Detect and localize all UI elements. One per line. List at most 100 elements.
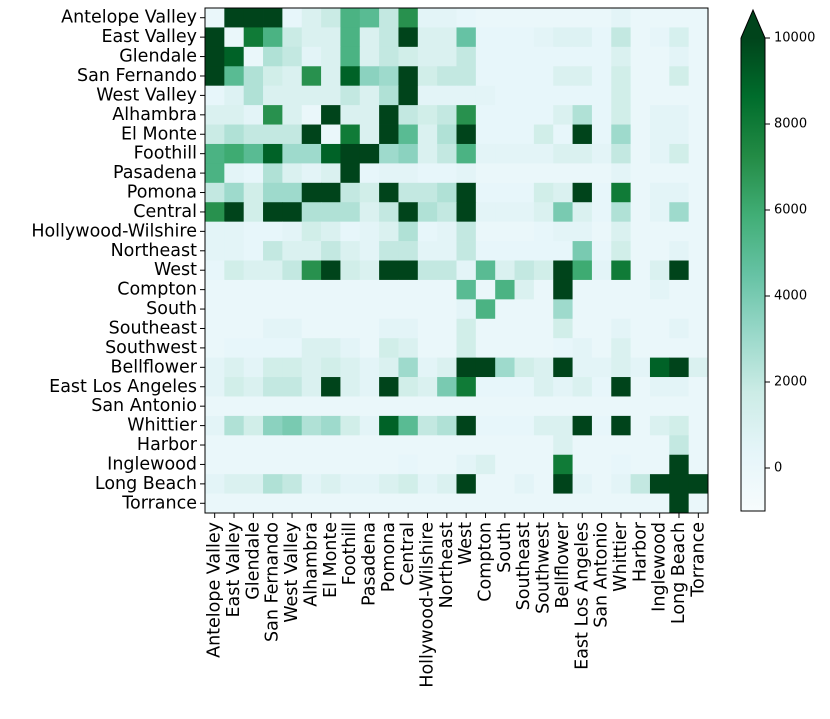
heatmap-cell (263, 415, 283, 436)
heatmap-cell (224, 163, 245, 184)
heatmap-cell (495, 474, 515, 494)
heatmap-cell (243, 105, 264, 125)
heatmap-cell (611, 241, 632, 261)
heatmap-cell (553, 415, 573, 436)
heatmap-cell (649, 46, 670, 67)
heatmap-cell (572, 163, 593, 184)
heatmap-cell (321, 435, 341, 456)
heatmap-cell (379, 46, 399, 67)
heatmap-cell (669, 260, 690, 281)
heatmap-cell (282, 318, 303, 339)
heatmap-cell (359, 105, 380, 125)
heatmap-cell (572, 85, 593, 106)
heatmap-cell (243, 8, 264, 28)
colorbar-tick-label: 4000 (774, 289, 807, 304)
heatmap-cell (205, 182, 225, 203)
heatmap-cell (649, 493, 670, 514)
heatmap-cell (475, 260, 496, 281)
heatmap-cell (243, 163, 264, 184)
heatmap-cell (359, 454, 380, 475)
heatmap-cell (437, 435, 457, 456)
heatmap-cell (263, 182, 283, 203)
heatmap-cell (630, 260, 651, 281)
heatmap-cell (205, 415, 225, 436)
heatmap-cell (456, 454, 477, 475)
heatmap-cell (611, 260, 632, 281)
heatmap-cell (688, 454, 709, 475)
heatmap-cell (553, 299, 573, 320)
heatmap-cell (611, 377, 632, 397)
heatmap-cell (514, 143, 535, 164)
heatmap-cell (553, 474, 573, 494)
column-label: Central (398, 522, 418, 586)
heatmap-cell (263, 143, 283, 164)
heatmap-cell (321, 105, 341, 125)
heatmap-cell (398, 260, 419, 281)
heatmap-cell (340, 357, 361, 378)
heatmap-cell (514, 46, 535, 67)
heatmap-cell (553, 338, 573, 359)
heatmap-cell (359, 415, 380, 436)
heatmap-cell (611, 85, 632, 106)
heatmap-cell (340, 338, 361, 359)
heatmap-cell (398, 279, 419, 300)
column-label: Southwest (534, 522, 554, 614)
heatmap-cell (398, 396, 419, 417)
heatmap-cell (591, 221, 612, 242)
heatmap-cell (630, 454, 651, 475)
heatmap-cell (572, 8, 593, 28)
heatmap-cell (553, 357, 573, 378)
heatmap-cell (379, 474, 399, 494)
heatmap-cell (553, 182, 573, 203)
heatmap-cell (417, 338, 438, 359)
heatmap-cell (495, 415, 515, 436)
heatmap-cell (495, 8, 515, 28)
heatmap-cell (224, 124, 245, 145)
heatmap-cell (475, 415, 496, 436)
heatmap-cell (398, 202, 419, 223)
heatmap-cell (456, 66, 477, 87)
heatmap-cell (533, 357, 554, 378)
heatmap-cell (533, 202, 554, 223)
heatmap-cell (572, 415, 593, 436)
heatmap-cell (649, 377, 670, 397)
column-label: West (456, 522, 476, 565)
heatmap-cell (282, 260, 303, 281)
heatmap-cell (591, 143, 612, 164)
colorbar-tick-label: 8000 (774, 117, 807, 132)
heatmap-cell (630, 105, 651, 125)
heatmap-cell (301, 454, 322, 475)
heatmap-cell (495, 182, 515, 203)
heatmap-cell (649, 435, 670, 456)
heatmap-cell (224, 143, 245, 164)
heatmap-cell (340, 474, 361, 494)
heatmap-cell (437, 143, 457, 164)
column-label: South (495, 522, 515, 573)
heatmap-cell (533, 493, 554, 514)
heatmap-cell (456, 85, 477, 106)
heatmap-cell (591, 182, 612, 203)
heatmap-cell (456, 221, 477, 242)
heatmap-cell (649, 182, 670, 203)
heatmap-cell (669, 46, 690, 67)
heatmap-cell (591, 474, 612, 494)
heatmap-cell (417, 66, 438, 87)
heatmap-cell (301, 85, 322, 106)
heatmap-cell (553, 27, 573, 48)
heatmap-cell (282, 46, 303, 67)
heatmap-cell (224, 338, 245, 359)
heatmap-cell (611, 338, 632, 359)
heatmap-cell (533, 435, 554, 456)
row-label: East Los Angeles (49, 377, 197, 397)
heatmap-cell (688, 46, 709, 67)
heatmap-cell (456, 338, 477, 359)
row-label: Southwest (105, 338, 197, 358)
heatmap-cell (495, 46, 515, 67)
heatmap-cell (437, 415, 457, 436)
heatmap-cell (321, 415, 341, 436)
column-label: San Fernando (263, 522, 283, 642)
heatmap-cell (205, 221, 225, 242)
heatmap-cell (611, 105, 632, 125)
heatmap-cell (688, 493, 709, 514)
heatmap-cell (263, 8, 283, 28)
